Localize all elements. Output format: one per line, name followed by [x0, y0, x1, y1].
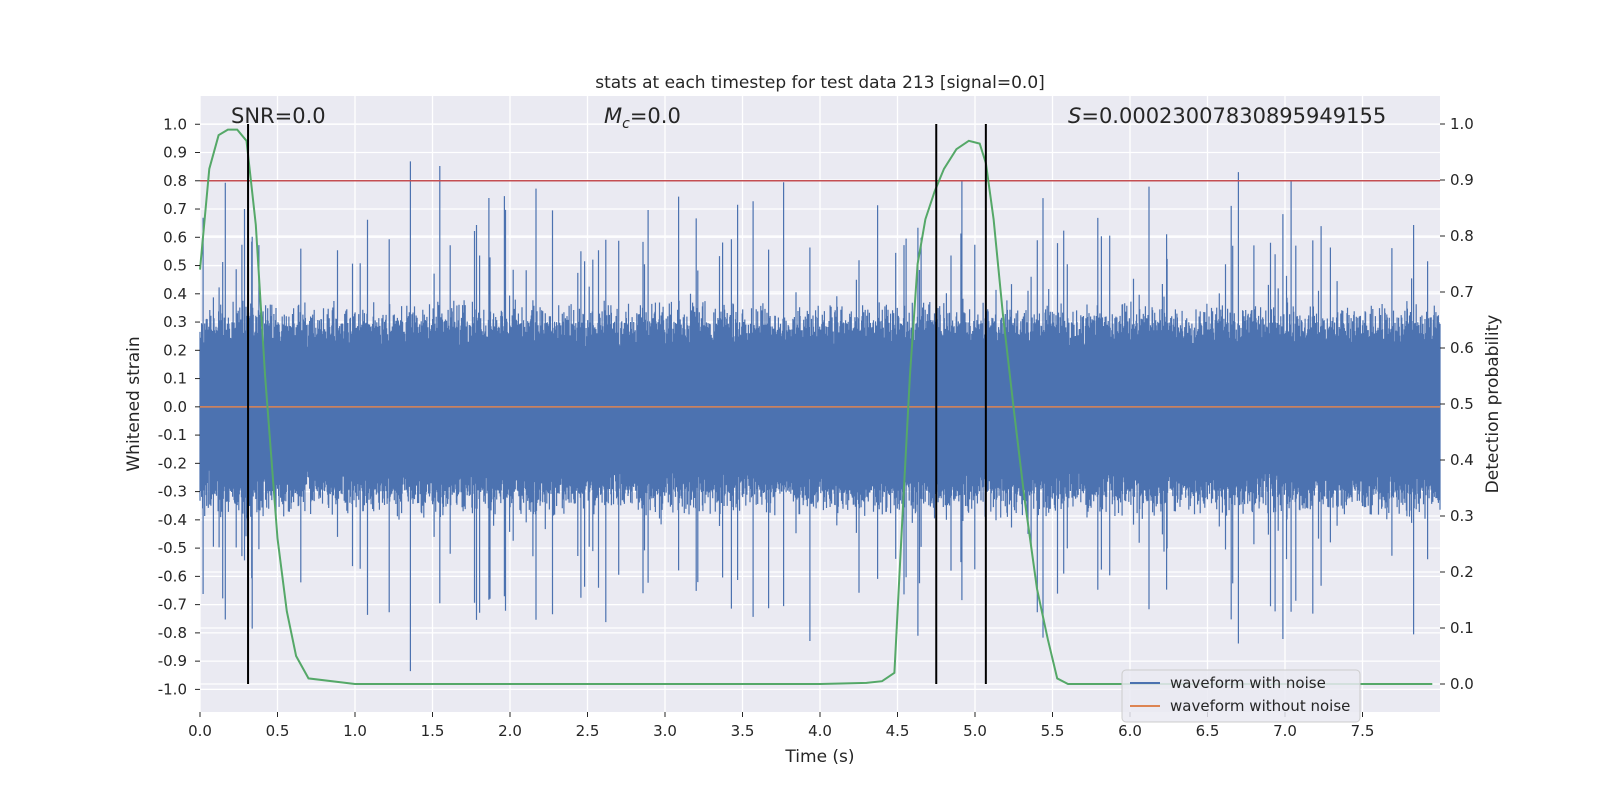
legend-label-noise: waveform with noise	[1170, 674, 1326, 692]
axis-ticks: 0.0 0.5 1.0 1.5 2.0 2.5 3.0 3.5 4.0 4.5 5.0 5.5 6.0 6…	[158, 115, 1474, 740]
y-right-tick-label: 1.0	[1450, 115, 1474, 133]
x-tick-label: 3.5	[731, 722, 755, 740]
y-left-tick-label: 0.9	[163, 144, 187, 162]
s-value: =0.00023007830895949155	[1081, 104, 1386, 128]
y-axis-right-label: Detection probability	[1483, 315, 1503, 494]
y-left-tick-label: 0.8	[163, 172, 187, 190]
y-left-tick-label: -0.5	[158, 539, 187, 557]
y-left-tick-label: -0.2	[158, 454, 187, 472]
y-left-tick-label: -0.6	[158, 567, 187, 585]
legend-label-clean: waveform without noise	[1170, 697, 1350, 715]
y-left-tick-label: 0.1	[163, 370, 187, 388]
y-right-tick-label: 0.1	[1450, 619, 1474, 637]
x-tick-label: 2.0	[498, 722, 522, 740]
legend: waveform with noise waveform without noi…	[1121, 669, 1361, 723]
x-tick-label: 5.0	[963, 722, 987, 740]
overlay-lines	[199, 124, 1440, 685]
y-right-tick-label: 0.3	[1450, 507, 1474, 525]
legend-box	[1121, 669, 1361, 723]
y-right-tick-label: 0.8	[1450, 227, 1474, 245]
x-tick-label: 3.0	[653, 722, 677, 740]
y-left-tick-label: -0.3	[158, 483, 187, 501]
y-right-tick-label: 0.0	[1450, 675, 1474, 693]
y-left-tick-label: 0.0	[163, 398, 187, 416]
y-right-tick-label: 0.2	[1450, 563, 1474, 581]
x-tick-label: 5.5	[1041, 722, 1065, 740]
y-left-tick-label: -0.4	[158, 511, 187, 529]
x-tick-label: 4.5	[886, 722, 910, 740]
y-left-tick-label: 0.4	[163, 285, 187, 303]
y-right-tick-label: 0.5	[1450, 395, 1474, 413]
chirp-mass-annotation: Mc=0.0	[604, 104, 681, 132]
mc-subscript: c	[622, 116, 630, 132]
x-tick-label: 4.0	[808, 722, 832, 740]
x-tick-label: 6.0	[1118, 722, 1142, 740]
x-tick-label: 6.5	[1196, 722, 1220, 740]
x-tick-label: 0.0	[188, 722, 212, 740]
y-left-tick-label: 0.2	[163, 341, 187, 359]
y-right-tick-label: 0.4	[1450, 451, 1474, 469]
s-symbol: S	[1068, 104, 1081, 128]
x-tick-label: 2.5	[576, 722, 600, 740]
noise-waveform-path	[199, 161, 1441, 672]
mc-value: =0.0	[630, 104, 681, 128]
y-left-tick-label: -0.1	[158, 426, 187, 444]
y-right-tick-label: 0.7	[1450, 283, 1474, 301]
mc-symbol: M	[604, 104, 622, 128]
snr-annotation: SNR=0.0	[231, 104, 326, 128]
y-left-tick-label: -0.9	[158, 652, 187, 670]
y-left-tick-label: -0.7	[158, 596, 187, 614]
y-left-tick-label: 0.7	[163, 200, 187, 218]
x-tick-label: 1.5	[421, 722, 445, 740]
x-tick-label: 7.0	[1273, 722, 1297, 740]
chart-title: stats at each timestep for test data 213…	[595, 73, 1045, 93]
y-right-tick-label: 0.6	[1450, 339, 1474, 357]
y-left-tick-label: 0.6	[163, 228, 187, 246]
y-left-tick-label: 0.5	[163, 257, 187, 275]
x-tick-label: 1.0	[343, 722, 367, 740]
series-waveform-with-noise	[199, 161, 1441, 672]
x-axis-label: Time (s)	[784, 747, 854, 767]
y-left-tick-label: 1.0	[163, 115, 187, 133]
y-left-tick-label: -1.0	[158, 680, 187, 698]
y-right-tick-label: 0.9	[1450, 171, 1474, 189]
x-tick-label: 0.5	[266, 722, 290, 740]
y-left-tick-label: 0.3	[163, 313, 187, 331]
score-annotation: S=0.00023007830895949155	[1068, 104, 1386, 128]
y-left-tick-label: -0.8	[158, 624, 187, 642]
y-axis-left-label: Whitened strain	[124, 336, 144, 471]
x-tick-label: 7.5	[1351, 722, 1375, 740]
detection-probability-line	[199, 128, 1433, 685]
